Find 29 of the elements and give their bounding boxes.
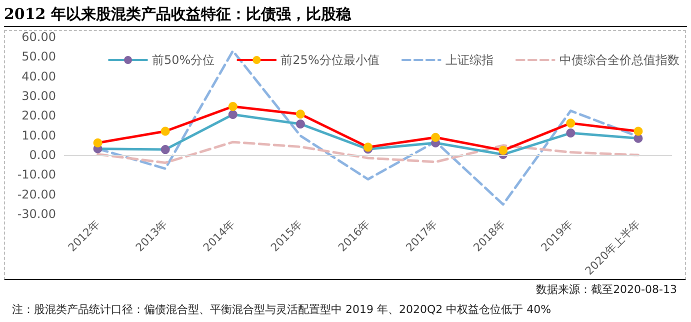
y-tick-label: -20.00 bbox=[17, 187, 56, 202]
y-tick-label: -30.00 bbox=[17, 207, 56, 222]
point bbox=[296, 119, 305, 128]
point bbox=[228, 102, 238, 111]
y-tick-label: 40.00 bbox=[22, 69, 56, 84]
y-tick-label: 30.00 bbox=[22, 89, 56, 104]
point bbox=[228, 110, 238, 120]
y-tick-label: -10.00 bbox=[17, 168, 56, 182]
point bbox=[566, 128, 576, 138]
point bbox=[634, 126, 643, 136]
chart-title: 2012 年以来股混类产品收益特征：比债强，比股稳 bbox=[4, 2, 687, 27]
point bbox=[431, 132, 440, 142]
point bbox=[498, 146, 508, 155]
text: 注：股混类产品统计口径：偏债混合型、平衡混合型与灵活配置型中 2019 年、2020Q2 中权益仓位低于 40% bbox=[12, 302, 552, 317]
point bbox=[566, 118, 576, 128]
y-tick-label: 50.00 bbox=[22, 50, 56, 64]
point bbox=[93, 138, 102, 148]
y-tick-label: 20.00 bbox=[22, 108, 56, 123]
source-note: 数据来源：截至2020-08-13 bbox=[536, 282, 677, 297]
point bbox=[160, 126, 170, 136]
legend-label: 前25%分位最小值 bbox=[280, 53, 380, 67]
y-tick-label: 0.00 bbox=[29, 148, 56, 162]
legend-label: 前50%分位 bbox=[152, 53, 215, 67]
point bbox=[296, 110, 305, 119]
legend-label: 上证综指 bbox=[445, 53, 494, 67]
point bbox=[160, 145, 170, 154]
y-tick-label: 10.00 bbox=[22, 128, 56, 142]
legend-label: 中债综合全价总值指数 bbox=[559, 53, 680, 67]
y-tick-label: 60.00 bbox=[22, 30, 56, 44]
